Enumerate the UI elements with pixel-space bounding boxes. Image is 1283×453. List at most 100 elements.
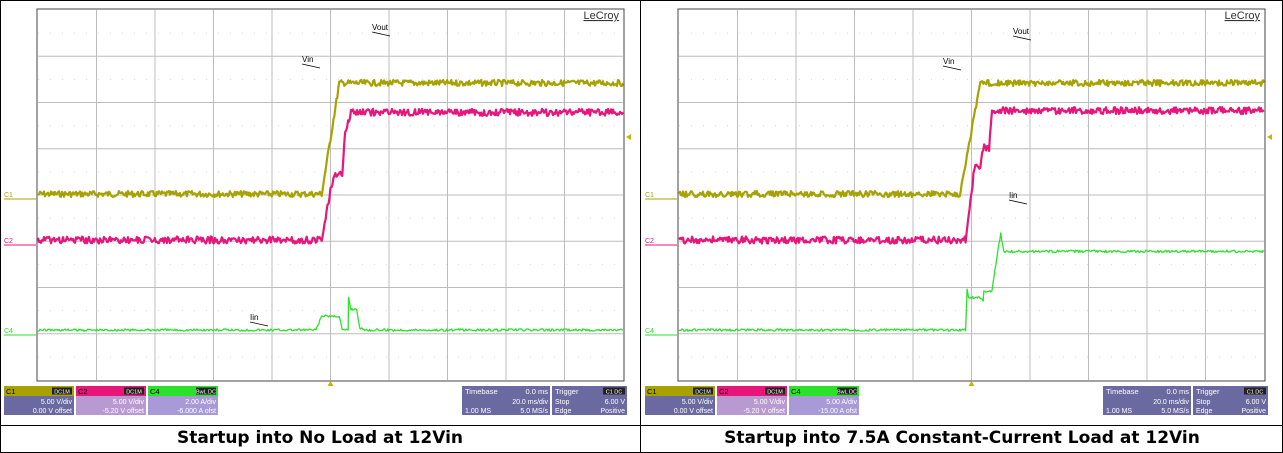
trigger-label: Trigger [1196,387,1220,396]
scope-panel-left: LeCroy C1 C2 C4 Vout Vin Iin C1 DC1M 5.00 V/div 0.… [2,2,633,423]
trigger-mode: Stop [555,399,570,406]
trigger-level: 6.00 V [1246,399,1267,406]
channel-scale: 5.00 A/div [826,399,857,406]
channel-offset: -6.000 A ofst [177,408,216,415]
label-vout-leader [371,31,391,37]
channel-marker-c1: C1 [4,192,13,199]
trigger-level: 6.00 V [605,399,626,406]
channel-name: C4 [791,387,801,396]
label-vout: Vout [1013,27,1030,36]
trace-vin [37,78,625,198]
timebase-label: Timebase [1106,387,1139,396]
coupling-label: DC1M [54,389,70,395]
trigger-slope: Positive [1241,408,1266,415]
trigger-level-marker [1267,134,1272,140]
coupling-badge [196,387,216,395]
trigger-mode: Stop [1196,399,1211,406]
trace-vin [678,78,1266,199]
channel-name: C1 [647,387,657,396]
lecroy-logo: LeCroy [1225,10,1261,22]
panel-divider [640,0,641,453]
graticule-grid [679,10,1264,380]
channel-scale: 5.00 V/div [113,399,145,406]
timebase-box [1103,386,1191,415]
channel-name: C1 [6,387,16,396]
trigger-coupling: C1 DC [606,389,623,395]
caption-left: Startup into No Load at 12Vin [176,428,464,448]
channel-offset: -5.20 V offset [743,408,785,415]
timebase-div: 20.0 ms/div [1153,399,1189,406]
trigger-slope: Positive [600,408,625,415]
coupling-badge [765,387,785,395]
coupling-label: BwL DC [196,389,216,395]
trace-iin [37,296,624,332]
scope-screen-right: LeCroy C1 C2 C4 Vout Vin Iin C1 DC1M 5.00 V/div 0.… [645,8,1272,415]
timebase-div: 20.0 ms/div [512,399,548,406]
channel-offset: -15.00 A ofst [818,408,857,415]
coupling-badge [837,387,857,395]
timebase-delay: 0.0 ms [525,387,548,396]
label-vin-leader [942,65,962,71]
channel-scale: 2.00 A/div [185,399,216,406]
caption-right: Startup into 7.5A Constant-Current Load … [724,428,1200,448]
channel-offset: 0.00 V offset [674,408,713,415]
timebase-label: Timebase [465,387,498,396]
trigger-position-marker [327,381,334,386]
label-vin: Vin [943,57,954,66]
channel-header-c1 [4,386,74,396]
label-vin-leader [301,63,321,69]
coupling-badge [52,387,72,395]
trigger-type: Edge [555,408,571,415]
channel-marker-c4: C4 [645,328,654,335]
channel-body-c4 [789,396,859,415]
lecroy-logo: LeCroy [584,10,620,22]
channel-name: C2 [78,387,88,396]
channel-body-c1 [4,396,74,415]
coupling-label: BwL DC [837,389,857,395]
timebase-samples: 1.00 MS [1106,408,1132,415]
timebase-samples: 1.00 MS [465,408,491,415]
label-iin-leader [1008,199,1028,205]
label-vout: Vout [372,23,389,32]
channel-marker-c1: C1 [645,192,654,199]
timebase-delay: 0.0 ms [1166,387,1189,396]
channel-offset: -5.20 V offset [102,408,144,415]
channel-body-c2 [76,396,146,415]
channel-header-c2 [717,386,787,396]
scope-panel-right: LeCroy C1 C2 C4 Vout Vin Iin C1 DC1M 5.00 V/div 0.… [643,2,1274,423]
channel-name: C2 [719,387,729,396]
trigger-label: Trigger [555,387,579,396]
caption-divider [0,425,1283,426]
coupling-badge [693,387,713,395]
coupling-label: DC1M [767,389,783,395]
label-vin: Vin [302,55,313,64]
trigger-level-marker [626,134,631,140]
channel-body-c4 [148,396,218,415]
label-vout-leader [1012,35,1032,41]
channel-header-c1 [645,386,715,396]
channel-name: C4 [150,387,160,396]
coupling-label: DC1M [126,389,142,395]
label-iin: Iin [1009,191,1017,200]
timebase-rate: 5.0 MS/s [1161,408,1189,415]
channel-header-c2 [76,386,146,396]
trigger-coupling-badge [1244,387,1266,395]
channel-scale: 5.00 V/div [682,399,714,406]
channel-marker-c4: C4 [4,328,13,335]
channel-scale: 5.00 V/div [41,399,73,406]
channel-marker-c2: C2 [645,238,654,245]
scope-screen-left: LeCroy C1 C2 C4 Vout Vin Iin C1 DC1M 5.00 V/div 0.… [4,8,631,415]
status-bar: C1 DC1M 5.00 V/div 0.00 V offset C2 DC1M 5.00 … [645,386,1268,415]
label-iin: Iin [250,313,258,322]
label-iin-leader [249,321,269,327]
channel-header-c4 [789,386,859,396]
status-bar: C1 DC1M 5.00 V/div 0.00 V offset C2 DC1M 5.00 … [4,386,627,415]
trace-vout [678,105,1265,245]
channel-body-c2 [717,396,787,415]
timebase-box [462,386,550,415]
trigger-coupling-badge [603,387,625,395]
trace-vout [36,107,624,245]
trigger-coupling: C1 DC [1247,389,1264,395]
trace-iin [678,232,1265,332]
coupling-label: DC1M [695,389,711,395]
